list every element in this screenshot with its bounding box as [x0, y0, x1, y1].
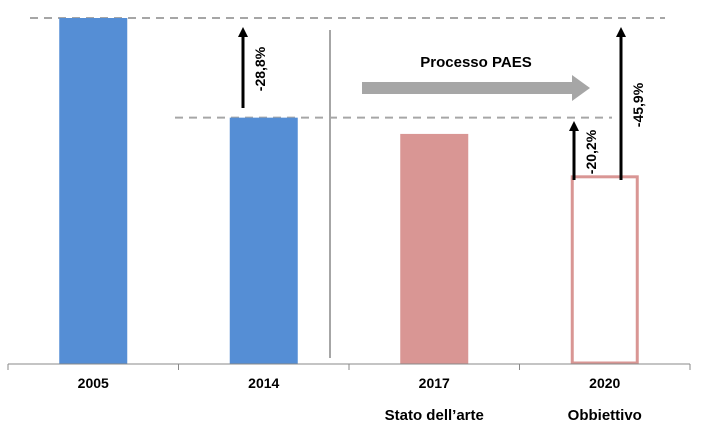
bar-2014: [229, 117, 298, 364]
bar-2020: [570, 175, 639, 365]
bar-2017: [400, 133, 469, 364]
x-tick-labels: 2005 2014 2017 2020: [78, 375, 621, 391]
change-label: -45,9%: [630, 82, 646, 127]
x-sub-labels: Stato dell’arte Obbiettivo: [385, 407, 642, 424]
process-label: Processo PAES: [420, 54, 531, 71]
bar-2005: [59, 18, 128, 364]
x-tick-label: 2014: [248, 375, 279, 391]
x-tick-label: 2017: [419, 375, 450, 391]
x-axis: [7, 363, 691, 370]
x-sub-label: Stato dell’arte: [385, 407, 484, 424]
process-arrow: [362, 75, 590, 101]
change-label: -20,2%: [583, 129, 599, 174]
x-tick-label: 2005: [78, 375, 109, 391]
change-arrows: -28,8% -20,2% -45,9%: [238, 27, 646, 180]
change-label: -28,8%: [252, 46, 268, 91]
x-sub-label: Obbiettivo: [568, 407, 642, 424]
process-annotation: Processo PAES: [362, 54, 590, 101]
bars: [59, 18, 639, 365]
x-tick-label: 2020: [589, 375, 620, 391]
